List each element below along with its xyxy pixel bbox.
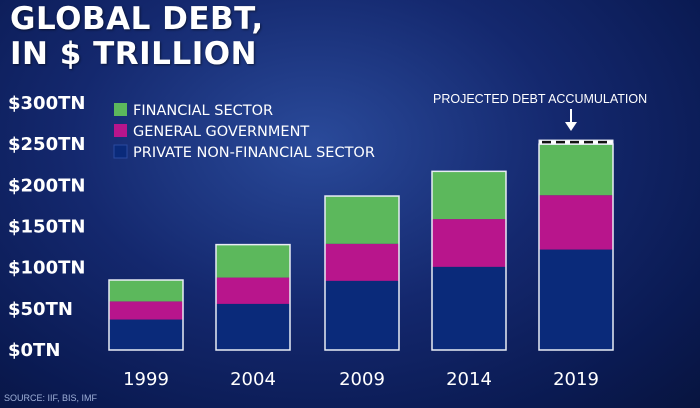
legend-label: GENERAL GOVERNMENT [133,124,309,140]
y-tick-label: $150TN [8,217,85,238]
page-title: GLOBAL DEBT, IN $ TRILLION [10,2,264,72]
x-tick-label: 2004 [230,369,276,390]
legend-label: PRIVATE NON-FINANCIAL SECTOR [133,145,375,161]
bar-segment-government [109,301,183,320]
bar-1999 [108,279,184,351]
annotation-arrow-head [565,122,577,131]
bar-segment-financial [432,171,506,220]
y-axis: $0TN $50TN $100TN $150TN $200TN $250TN $300TN [8,93,85,361]
bar-outline [215,243,291,351]
bar-segment-financial [325,196,399,244]
bar-outline [324,195,400,351]
bar-segment-government [432,219,506,267]
bar-segment-government [325,243,399,281]
bar-segment-financial [539,144,613,196]
bar-segment-financial [216,244,290,278]
title-line-2: IN $ TRILLION [10,36,258,72]
bar-segment-private [216,303,290,350]
bars [108,139,614,351]
bar-2004 [215,243,291,351]
bar-2009 [324,195,400,351]
y-tick-label: $50TN [8,299,73,320]
x-tick-label: 2009 [339,369,385,390]
x-axis: 1999 2004 2009 2014 2019 [123,369,599,390]
legend-label: FINANCIAL SECTOR [133,103,273,119]
bar-segment-private [325,280,399,350]
bar-2014 [431,170,507,351]
bar-segment-private [109,319,183,350]
projected-annotation-label: PROJECTED DEBT ACCUMULATION [433,92,647,106]
y-tick-label: $200TN [8,175,85,196]
bar-segment-government [216,277,290,304]
legend-swatch [114,124,127,137]
y-tick-label: $0TN [8,340,60,361]
x-tick-label: 2019 [553,369,599,390]
y-tick-label: $100TN [8,258,85,279]
y-tick-label: $300TN [8,93,85,114]
bar-outline [108,279,184,351]
x-tick-label: 1999 [123,369,169,390]
legend-swatch [113,144,128,159]
bar-segment-private [432,266,506,350]
bar-2019 [538,139,614,351]
title-line-1: GLOBAL DEBT, [10,1,264,37]
legend-swatch [114,103,127,116]
bar-segment-private [539,249,613,350]
x-tick-label: 2014 [446,369,492,390]
bar-segment-financial [109,280,183,302]
bar-outline [431,170,507,351]
source-note: SOURCE: IIF, BIS, IMF [4,393,98,403]
annotation: PROJECTED DEBT ACCUMULATION [433,92,647,131]
legend: FINANCIAL SECTOR GENERAL GOVERNMENT PRIVAT… [113,103,375,161]
bar-segment-government [539,195,613,250]
y-tick-label: $250TN [8,134,85,155]
